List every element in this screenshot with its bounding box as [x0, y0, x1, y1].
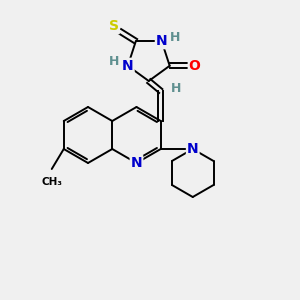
Text: H: H: [170, 31, 180, 44]
Text: O: O: [189, 59, 201, 73]
Text: N: N: [187, 142, 199, 156]
Text: S: S: [109, 19, 119, 33]
Text: H: H: [171, 82, 181, 95]
Text: N: N: [122, 59, 134, 73]
Text: N: N: [131, 156, 142, 170]
Text: H: H: [108, 55, 119, 68]
Text: CH₃: CH₃: [41, 177, 62, 187]
Text: N: N: [156, 34, 167, 48]
